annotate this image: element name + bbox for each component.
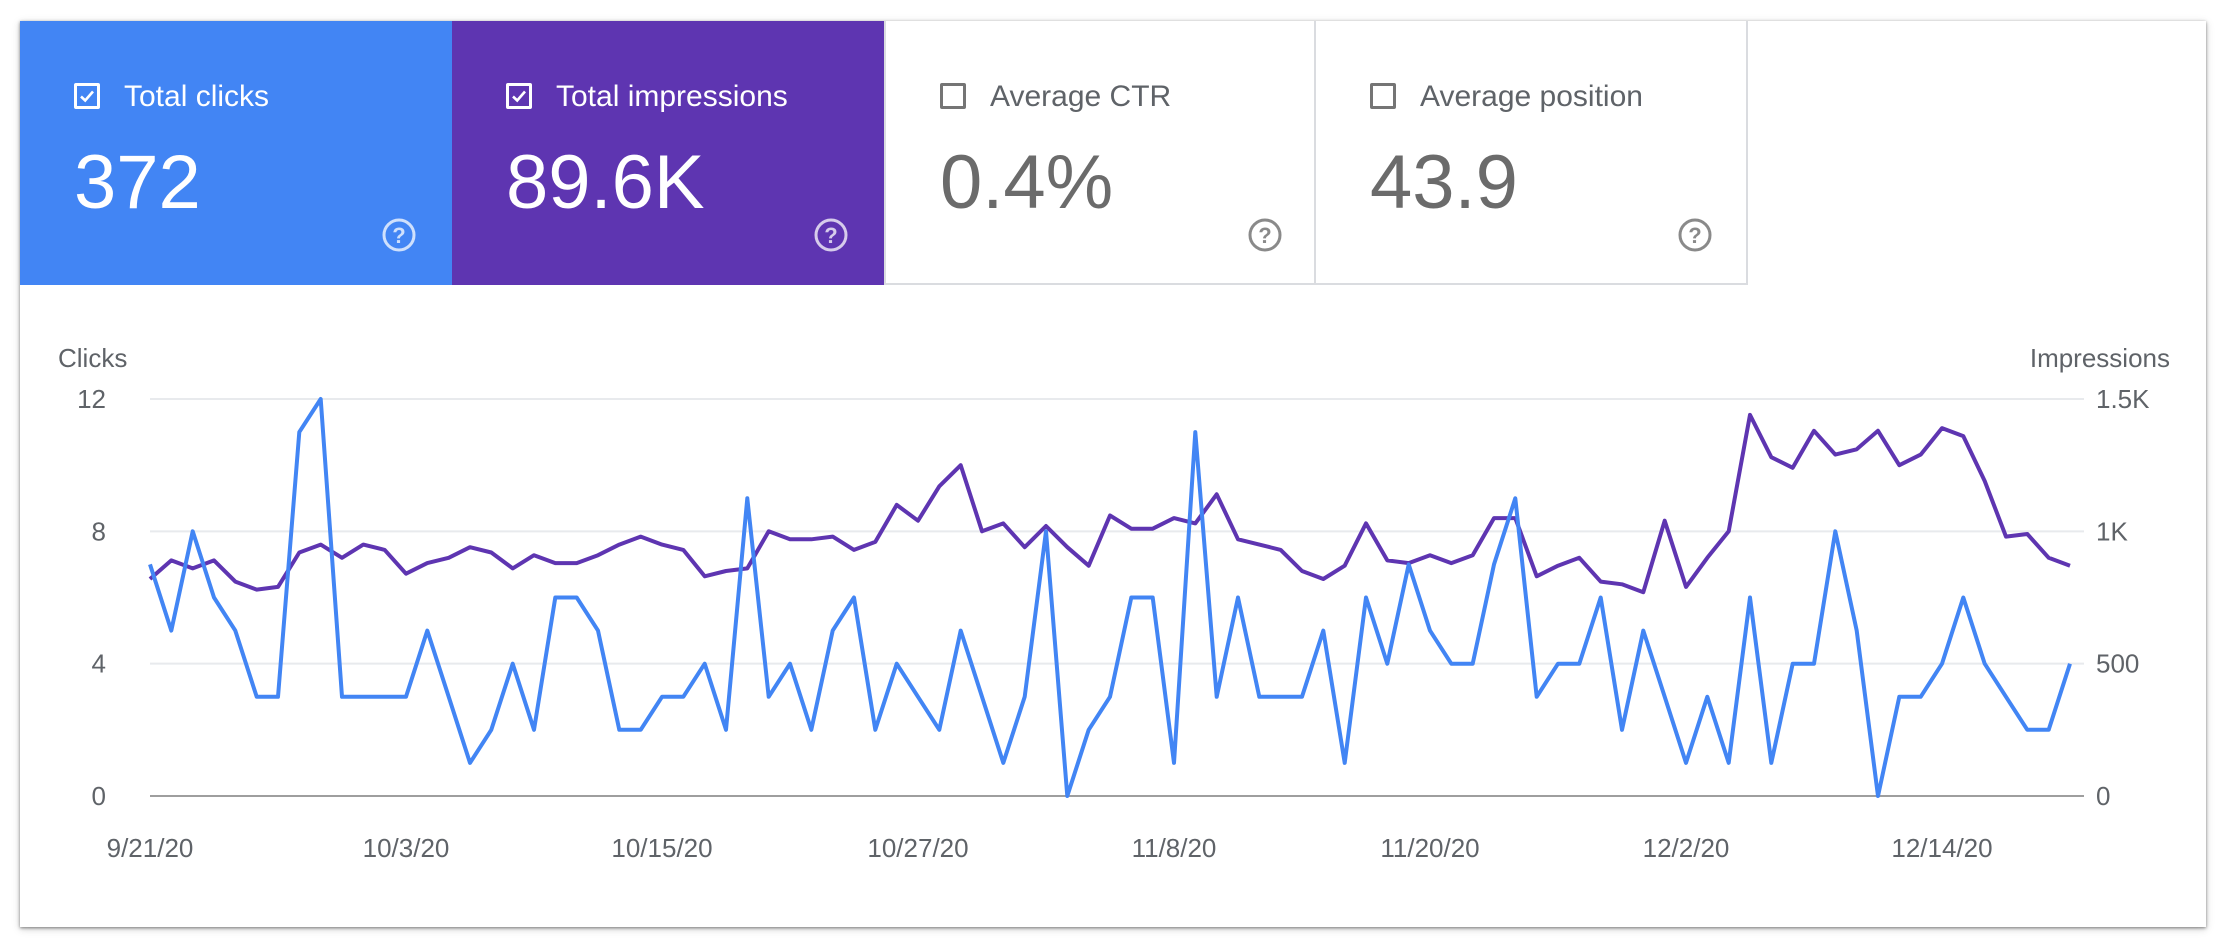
help-circle-icon[interactable]: ?	[381, 217, 417, 253]
svg-text:?: ?	[1688, 223, 1701, 248]
svg-text:?: ?	[824, 223, 837, 248]
x-tick-label: 12/2/20	[1643, 833, 1730, 863]
x-tick-label: 9/21/20	[107, 833, 194, 863]
y-tick-right: 500	[2096, 649, 2139, 679]
y-tick-right: 0	[2096, 781, 2110, 811]
metric-card-total-clicks[interactable]: Total clicks 372?	[20, 21, 452, 285]
series-line-clicks	[148, 397, 2072, 798]
metric-label: Total clicks	[124, 80, 270, 113]
y-tick-left: 12	[77, 384, 106, 414]
metric-card-average-ctr[interactable]: Average CTR 0.4%?	[884, 21, 1316, 285]
metric-label: Average position	[1420, 80, 1643, 113]
performance-chart: 12 8 4 0 1.5K 1K 500 0 Clicks Impressions 9/21/20 1…	[58, 343, 2170, 863]
metric-cards: Total clicks 372? Total impressions 89.6K? A…	[20, 21, 1748, 285]
y-tick-left: 4	[92, 649, 106, 679]
metric-value: 43.9	[1370, 140, 1518, 225]
svg-text:?: ?	[392, 223, 405, 248]
y-axis-title-left: Clicks	[58, 343, 127, 373]
svg-text:?: ?	[1258, 223, 1271, 248]
checkbox-checked-icon[interactable]	[506, 83, 532, 109]
y-tick-left: 0	[92, 781, 106, 811]
metric-value: 372	[74, 140, 201, 225]
x-tick-label: 10/27/20	[867, 833, 968, 863]
metric-card-average-position[interactable]: Average position 43.9?	[1316, 21, 1748, 285]
x-tick-label: 11/8/20	[1132, 833, 1217, 863]
metric-value: 89.6K	[506, 140, 705, 225]
y-tick-right: 1.5K	[2096, 384, 2150, 414]
y-tick-right: 1K	[2096, 516, 2128, 546]
metric-value: 0.4%	[940, 140, 1114, 225]
help-circle-icon[interactable]: ?	[1677, 217, 1713, 253]
metric-label: Average CTR	[990, 80, 1172, 113]
checkbox-checked-icon[interactable]	[74, 83, 100, 109]
checkbox-icon[interactable]	[940, 83, 966, 109]
series-line-impressions	[148, 412, 2071, 595]
help-circle-icon[interactable]: ?	[1247, 217, 1283, 253]
metric-card-total-impressions[interactable]: Total impressions 89.6K?	[452, 21, 884, 285]
x-tick-label: 12/14/20	[1891, 833, 1992, 863]
help-circle-icon[interactable]: ?	[813, 217, 849, 253]
x-tick-label: 10/15/20	[611, 833, 712, 863]
x-tick-label: 10/3/20	[363, 833, 450, 863]
metric-label: Total impressions	[556, 80, 788, 113]
y-axis-title-right: Impressions	[2030, 343, 2170, 373]
y-tick-left: 8	[92, 516, 106, 546]
checkbox-icon[interactable]	[1370, 83, 1396, 109]
performance-panel: Total clicks 372? Total impressions 89.6K? A…	[20, 21, 2206, 927]
x-tick-label: 11/20/20	[1380, 833, 1479, 863]
